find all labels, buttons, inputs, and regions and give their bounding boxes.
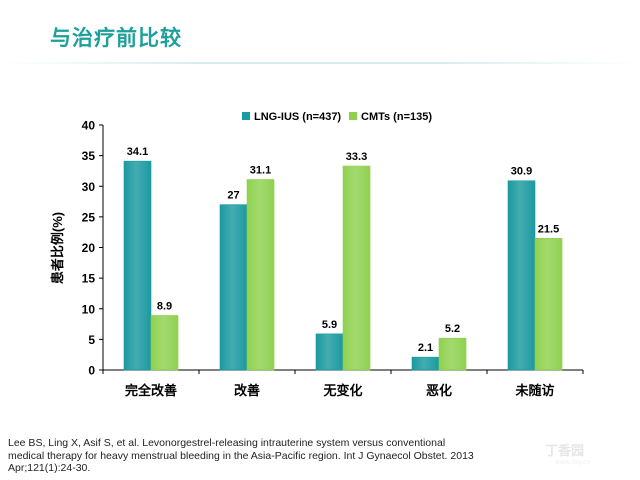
x-tick-label: 完全改善 [125,383,177,398]
bar [246,179,275,371]
x-tick-label: 恶化 [426,383,452,398]
slide-title: 与治疗前比较 [50,26,182,50]
y-tick-label: 20 [82,241,96,255]
y-tick-label: 15 [82,272,96,286]
chart-bars [123,160,563,371]
watermark-logo: 丁香园 www.dxy.cn [545,440,590,466]
x-tick-label: 未随访 [514,383,554,398]
legend-label: LNG-IUS (n=437) [254,111,341,123]
x-tick-label: 无变化 [322,383,362,398]
y-tick-label: 25 [82,210,96,224]
bar [315,333,344,371]
title-divider [0,62,640,64]
data-label: 8.9 [157,300,172,312]
data-label: 33.3 [346,151,367,163]
watermark-url: www.dxy.cn [555,459,591,466]
bar [342,165,371,371]
legend-swatch [349,112,357,120]
data-label: 31.1 [250,165,271,177]
y-tick-label: 0 [88,364,95,378]
data-label: 5.2 [445,323,460,335]
data-label: 30.9 [511,166,532,178]
x-tick-label: 改善 [234,383,260,398]
bar [411,356,440,371]
bar [507,180,536,371]
bar [123,160,152,371]
data-label: 34.1 [127,146,148,158]
bar [219,204,248,371]
chart-legend: LNG-IUS (n=437) CMTs (n=135) [242,111,432,123]
y-tick-label: 30 [82,180,96,194]
data-label: 27 [227,190,239,202]
data-label: 5.9 [322,319,337,331]
legend-swatch [242,112,250,120]
data-label: 2.1 [418,342,433,354]
chart-data-labels: 34.1 27 5.9 2.1 30.9 8.9 31.1 33.3 5.2 21.5 [127,146,559,354]
y-tick-label: 40 [82,119,96,133]
bar [150,315,179,371]
bar [438,337,467,371]
y-tick-label: 10 [82,302,96,316]
watermark-text: 丁香园 [545,444,585,459]
chart-axes: 0 5 10 15 20 25 30 35 40 完全改善 改善 无变化 恶化 未随访 [82,119,584,398]
y-tick-label: 35 [82,149,96,163]
citation-text: Lee BS, Ling X, Asif S, et al. Levonorge… [8,437,474,474]
y-tick-label: 5 [88,333,95,347]
y-axis-label: 患者比例(%) [50,212,65,284]
legend-label: CMTs (n=135) [361,111,432,123]
data-label: 21.5 [538,223,559,235]
bar [534,238,563,371]
